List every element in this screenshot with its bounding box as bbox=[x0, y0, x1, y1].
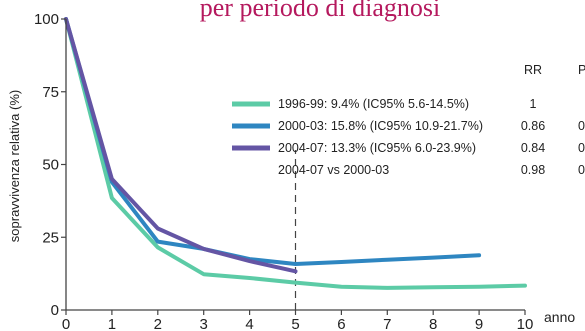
stats-table: RR P 1 0.86 0 0.84 0 0.98 0 bbox=[521, 63, 585, 177]
table-header-p: P bbox=[578, 63, 585, 77]
x-tick-label: 4 bbox=[245, 316, 253, 331]
x-tick-label: 3 bbox=[200, 316, 208, 331]
y-tick-label: 25 bbox=[42, 229, 59, 246]
table-p-4: 0 bbox=[578, 163, 585, 177]
table-rr-2: 0.86 bbox=[521, 119, 545, 133]
series-line-1 bbox=[64, 17, 527, 290]
x-tick-label: 0 bbox=[62, 316, 70, 331]
y-tick-label: 50 bbox=[42, 157, 59, 174]
table-header-rr: RR bbox=[524, 63, 542, 77]
legend-label-1: 1996-99: 9.4% (IC95% 5.6-14.5%) bbox=[278, 97, 469, 111]
table-rr-1: 1 bbox=[530, 97, 537, 111]
series-line-2 bbox=[64, 17, 482, 266]
x-tick-label: 5 bbox=[291, 316, 299, 331]
plot-area bbox=[64, 17, 527, 310]
legend-label-3: 2004-07: 13.3% (IC95% 6.0-23.9%) bbox=[278, 141, 476, 155]
series-line-3 bbox=[64, 17, 298, 274]
legend-label-2: 2000-03: 15.8% (IC95% 10.9-21.7%) bbox=[278, 119, 483, 133]
x-tick-label: 8 bbox=[429, 316, 437, 331]
legend: 1996-99: 9.4% (IC95% 5.6-14.5%) 2000-03: … bbox=[232, 97, 483, 177]
y-tick-label: 0 bbox=[51, 302, 59, 319]
x-tick-label: 10 bbox=[517, 316, 534, 331]
x-tick-label: 6 bbox=[337, 316, 345, 331]
chart-title: per periodo di diagnosi bbox=[200, 0, 440, 22]
table-rr-4: 0.98 bbox=[521, 163, 545, 177]
table-p-2: 0 bbox=[578, 119, 585, 133]
table-p-3: 0 bbox=[578, 141, 585, 155]
x-tick-label: 1 bbox=[108, 316, 116, 331]
y-tick-label: 75 bbox=[42, 84, 59, 101]
x-axis-label: anno bbox=[544, 309, 575, 325]
table-rr-3: 0.84 bbox=[521, 141, 545, 155]
x-tick-label: 9 bbox=[475, 316, 483, 331]
legend-label-4: 2004-07 vs 2000-03 bbox=[278, 163, 389, 177]
y-axis-label: sopravvivenza relativa (%) bbox=[7, 90, 22, 242]
x-tick-label: 7 bbox=[383, 316, 391, 331]
x-tick-label: 2 bbox=[154, 316, 162, 331]
y-tick-label: 100 bbox=[34, 11, 59, 28]
